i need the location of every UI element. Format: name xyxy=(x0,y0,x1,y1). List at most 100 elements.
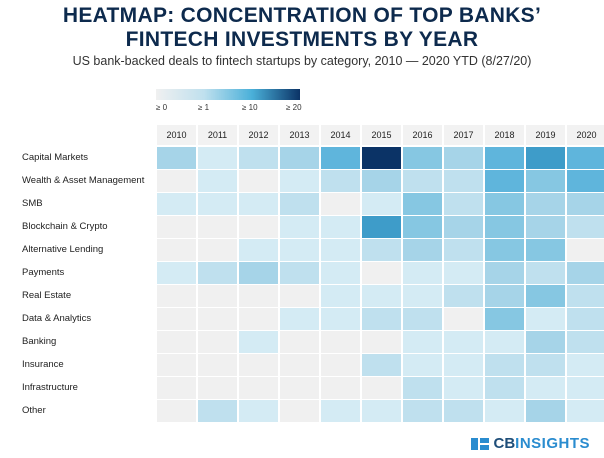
heatmap-cell xyxy=(280,239,319,261)
heatmap-cell xyxy=(526,216,565,238)
heatmap-cell xyxy=(567,400,604,422)
heatmap-cell xyxy=(485,285,524,307)
heatmap-cell xyxy=(239,147,278,169)
heatmap-cell xyxy=(157,285,196,307)
heatmap-cell xyxy=(198,147,237,169)
heatmap-cell xyxy=(321,285,360,307)
heatmap-cell xyxy=(157,147,196,169)
heatmap-cell xyxy=(157,216,196,238)
row-label: Other xyxy=(22,405,46,416)
heatmap-cell xyxy=(567,262,604,284)
heatmap-cell xyxy=(280,216,319,238)
heatmap-cell xyxy=(362,170,401,192)
row-label: Alternative Lending xyxy=(22,244,104,255)
column-header-2010: 2010 xyxy=(157,125,196,145)
heatmap-cell xyxy=(280,308,319,330)
heatmap-cell xyxy=(239,193,278,215)
heatmap-cell xyxy=(239,170,278,192)
heatmap-cell xyxy=(157,308,196,330)
heatmap-cell xyxy=(444,400,483,422)
heatmap-cell xyxy=(239,331,278,353)
chart-title-line1: HEATMAP: CONCENTRATION OF TOP BANKS’ xyxy=(62,4,542,27)
heatmap-cell xyxy=(362,377,401,399)
legend-label-20: ≥ 20 xyxy=(286,103,302,112)
heatmap-cell xyxy=(526,193,565,215)
heatmap-cell xyxy=(526,400,565,422)
heatmap-cell xyxy=(280,147,319,169)
heatmap-cell xyxy=(239,308,278,330)
heatmap-cell xyxy=(239,262,278,284)
row-label: Banking xyxy=(22,336,57,347)
heatmap-cell xyxy=(280,170,319,192)
legend-label-1: ≥ 1 xyxy=(198,103,210,112)
heatmap-cell xyxy=(362,285,401,307)
heatmap-cell xyxy=(239,377,278,399)
heatmap-cell xyxy=(567,354,604,376)
heatmap-cell xyxy=(157,239,196,261)
heatmap-cell xyxy=(567,377,604,399)
heatmap-cell xyxy=(280,193,319,215)
heatmap-cell xyxy=(444,239,483,261)
heatmap-cell xyxy=(157,377,196,399)
column-header-2016: 2016 xyxy=(403,125,442,145)
heatmap-cell xyxy=(321,377,360,399)
heatmap-cell xyxy=(444,377,483,399)
column-header-2012: 2012 xyxy=(239,125,278,145)
column-header-2017: 2017 xyxy=(444,125,483,145)
heatmap-cell xyxy=(239,285,278,307)
heatmap-cell xyxy=(403,400,442,422)
heatmap-cell xyxy=(567,170,604,192)
heatmap-cell xyxy=(321,170,360,192)
heatmap-cell xyxy=(444,262,483,284)
heatmap-cell xyxy=(362,354,401,376)
heatmap-cell xyxy=(526,239,565,261)
heatmap-cell xyxy=(362,308,401,330)
row-label: Wealth & Asset Management xyxy=(22,175,145,186)
heatmap-cell xyxy=(280,400,319,422)
heatmap-cell xyxy=(526,377,565,399)
heatmap-cell xyxy=(362,331,401,353)
heatmap-cell xyxy=(403,354,442,376)
heatmap-cell xyxy=(198,216,237,238)
heatmap-cell xyxy=(321,147,360,169)
heatmap-cell xyxy=(198,331,237,353)
legend-label-0: ≥ 0 xyxy=(156,103,168,112)
legend-label-10: ≥ 10 xyxy=(242,103,258,112)
heatmap-cell xyxy=(526,147,565,169)
heatmap-cell xyxy=(239,400,278,422)
heatmap-cell xyxy=(198,193,237,215)
heatmap-cell xyxy=(567,147,604,169)
heatmap-cell xyxy=(485,354,524,376)
heatmap-cell xyxy=(567,331,604,353)
heatmap-cell xyxy=(280,285,319,307)
chart-subtitle: US bank-backed deals to fintech startups… xyxy=(72,54,532,68)
heatmap-cell xyxy=(198,239,237,261)
column-header-2020-ytd: 2020 YTD xyxy=(567,125,604,160)
chart-title-line2: FINTECH INVESTMENTS BY YEAR xyxy=(125,28,479,51)
heatmap-cell xyxy=(362,239,401,261)
brand-part2: INSIGHTS xyxy=(515,435,590,452)
row-label: Infrastructure xyxy=(22,382,78,393)
heatmap-cell xyxy=(403,193,442,215)
heatmap-cell xyxy=(485,216,524,238)
heatmap-cell xyxy=(239,239,278,261)
heatmap-cell xyxy=(485,400,524,422)
heatmap-cell xyxy=(444,193,483,215)
heatmap-cell xyxy=(526,262,565,284)
heatmap-cell xyxy=(362,262,401,284)
heatmap-cell xyxy=(157,170,196,192)
heatmap-cell xyxy=(444,147,483,169)
heatmap-cell xyxy=(280,354,319,376)
brand-part1: CB xyxy=(493,435,516,452)
legend-gradient-bar xyxy=(156,89,300,100)
row-label: Real Estate xyxy=(22,290,72,301)
row-label: SMB xyxy=(22,198,43,209)
heatmap-cell xyxy=(280,331,319,353)
heatmap-cell xyxy=(321,216,360,238)
heatmap-cell xyxy=(403,308,442,330)
heatmap-cell xyxy=(567,308,604,330)
heatmap-cell xyxy=(198,262,237,284)
row-label: Data & Analytics xyxy=(22,313,92,324)
heatmap-cell xyxy=(239,216,278,238)
heatmap-cell xyxy=(485,239,524,261)
